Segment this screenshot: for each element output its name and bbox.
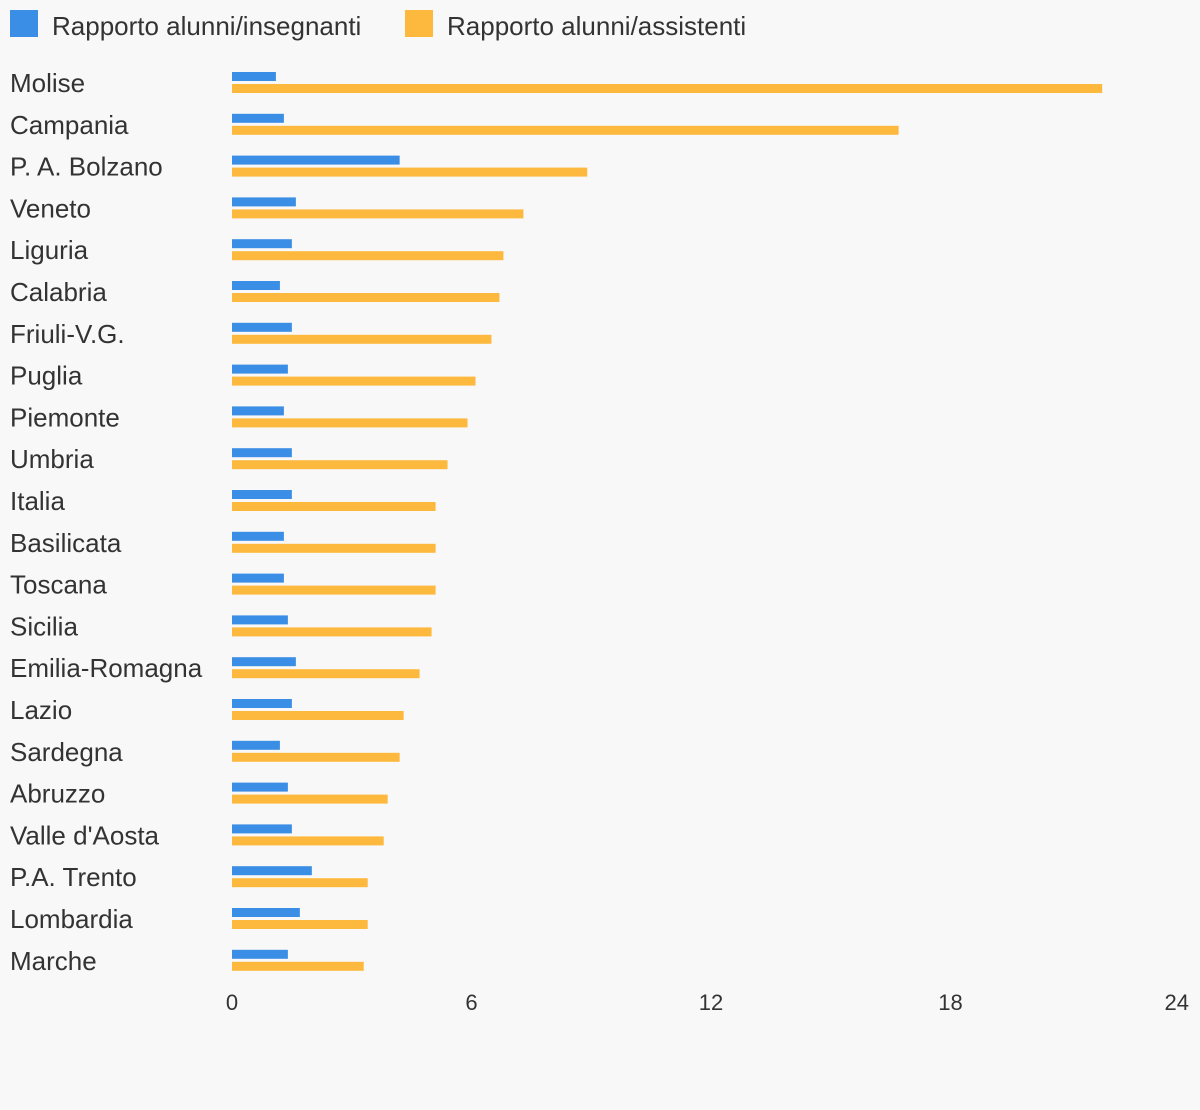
bar-assistenti[interactable]	[232, 502, 436, 511]
bar-assistenti[interactable]	[232, 293, 500, 302]
category-label: Valle d'Aosta	[10, 820, 160, 850]
bar-insegnanti[interactable]	[232, 908, 300, 917]
bar-insegnanti[interactable]	[232, 364, 288, 374]
category-label: Umbria	[10, 444, 94, 474]
category-label: Lazio	[10, 695, 72, 725]
category-label: Sicilia	[10, 611, 78, 641]
bar-insegnanti[interactable]	[232, 490, 292, 499]
bar-insegnanti[interactable]	[232, 824, 292, 834]
bar-assistenti[interactable]	[232, 460, 448, 470]
category-label: Lombardia	[10, 904, 133, 934]
bar-insegnanti[interactable]	[232, 406, 284, 416]
legend-swatch-insegnanti	[10, 10, 38, 37]
bar-insegnanti[interactable]	[232, 155, 400, 165]
bar-insegnanti[interactable]	[232, 448, 292, 458]
category-label: Friuli-V.G.	[10, 319, 125, 349]
bar-insegnanti[interactable]	[232, 866, 312, 876]
category-label: Emilia-Romagna	[10, 653, 203, 683]
bar-insegnanti[interactable]	[232, 657, 296, 667]
category-label: Calabria	[10, 277, 107, 307]
bar-assistenti[interactable]	[232, 125, 899, 135]
bar-assistenti[interactable]	[232, 585, 436, 595]
category-label: Campania	[10, 110, 129, 140]
category-label: Veneto	[10, 193, 91, 223]
bar-assistenti[interactable]	[232, 627, 432, 637]
legend-label-assistenti: Rapporto alunni/assistenti	[447, 11, 747, 41]
category-label: P. A. Bolzano	[10, 152, 163, 182]
legend-label-insegnanti: Rapporto alunni/insegnanti	[52, 11, 362, 41]
category-label: Liguria	[10, 235, 89, 265]
category-label: Abruzzo	[10, 779, 105, 809]
bar-insegnanti[interactable]	[232, 322, 292, 332]
category-label: Molise	[10, 68, 85, 98]
legend: Rapporto alunni/insegnanti Rapporto alun…	[0, 0, 1200, 52]
bar-assistenti[interactable]	[232, 334, 492, 344]
bar-assistenti[interactable]	[232, 878, 368, 888]
category-label: P.A. Trento	[10, 862, 137, 892]
bar-insegnanti[interactable]	[232, 740, 280, 750]
bar-insegnanti[interactable]	[232, 531, 284, 541]
category-label: Sardegna	[10, 737, 123, 767]
bar-assistenti[interactable]	[232, 418, 468, 428]
bar-insegnanti[interactable]	[232, 72, 276, 81]
category-label: Toscana	[10, 570, 107, 600]
bar-assistenti[interactable]	[232, 84, 1103, 93]
x-tick-label: 6	[465, 990, 477, 1015]
x-tick-label: 0	[226, 990, 238, 1015]
bar-assistenti[interactable]	[232, 209, 524, 219]
x-tick-label: 12	[699, 990, 723, 1015]
bar-insegnanti[interactable]	[232, 782, 288, 792]
bar-assistenti[interactable]	[232, 752, 400, 762]
bar-insegnanti[interactable]	[232, 281, 280, 290]
bar-assistenti[interactable]	[232, 669, 420, 679]
bar-assistenti[interactable]	[232, 920, 368, 929]
category-label: Marche	[10, 946, 97, 976]
bar-assistenti[interactable]	[232, 961, 364, 971]
bar-assistenti[interactable]	[232, 167, 588, 177]
bar-insegnanti[interactable]	[232, 197, 296, 207]
bar-assistenti[interactable]	[232, 836, 384, 846]
bar-assistenti[interactable]	[232, 543, 436, 553]
legend-swatch-assistenti	[405, 10, 433, 37]
bar-assistenti[interactable]	[232, 794, 388, 804]
bar-assistenti[interactable]	[232, 376, 476, 386]
x-tick-label: 18	[938, 990, 962, 1015]
bar-insegnanti[interactable]	[232, 949, 288, 959]
x-tick-label: 24	[1165, 990, 1189, 1015]
category-label: Puglia	[10, 361, 83, 391]
bar-assistenti[interactable]	[232, 711, 404, 720]
category-label: Piemonte	[10, 402, 120, 432]
bar-insegnanti[interactable]	[232, 699, 292, 708]
category-label: Italia	[10, 486, 65, 516]
category-label: Basilicata	[10, 528, 122, 558]
bar-insegnanti[interactable]	[232, 239, 292, 249]
bar-insegnanti[interactable]	[232, 573, 284, 583]
bar-assistenti[interactable]	[232, 251, 504, 261]
bar-insegnanti[interactable]	[232, 615, 288, 625]
bar-insegnanti[interactable]	[232, 113, 284, 123]
